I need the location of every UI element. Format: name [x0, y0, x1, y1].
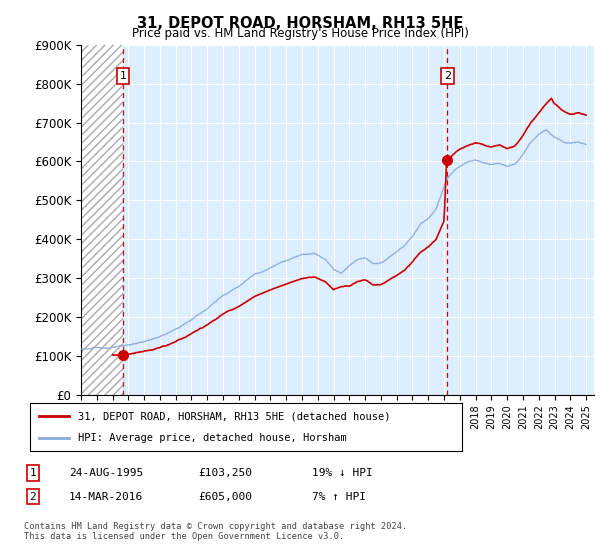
Text: 2: 2: [29, 492, 37, 502]
Text: £103,250: £103,250: [198, 468, 252, 478]
Text: Contains HM Land Registry data © Crown copyright and database right 2024.
This d: Contains HM Land Registry data © Crown c…: [24, 522, 407, 542]
Text: 2: 2: [443, 71, 451, 81]
Text: 19% ↓ HPI: 19% ↓ HPI: [312, 468, 373, 478]
Text: Price paid vs. HM Land Registry's House Price Index (HPI): Price paid vs. HM Land Registry's House …: [131, 27, 469, 40]
Text: 24-AUG-1995: 24-AUG-1995: [69, 468, 143, 478]
Bar: [81, 45, 123, 395]
Text: £605,000: £605,000: [198, 492, 252, 502]
Text: 1: 1: [119, 71, 127, 81]
Text: 31, DEPOT ROAD, HORSHAM, RH13 5HE (detached house): 31, DEPOT ROAD, HORSHAM, RH13 5HE (detac…: [77, 411, 390, 421]
Text: 14-MAR-2016: 14-MAR-2016: [69, 492, 143, 502]
Text: 1: 1: [29, 468, 37, 478]
Text: HPI: Average price, detached house, Horsham: HPI: Average price, detached house, Hors…: [77, 433, 346, 443]
Text: 31, DEPOT ROAD, HORSHAM, RH13 5HE: 31, DEPOT ROAD, HORSHAM, RH13 5HE: [137, 16, 463, 31]
Bar: [81, 45, 123, 395]
Text: 7% ↑ HPI: 7% ↑ HPI: [312, 492, 366, 502]
